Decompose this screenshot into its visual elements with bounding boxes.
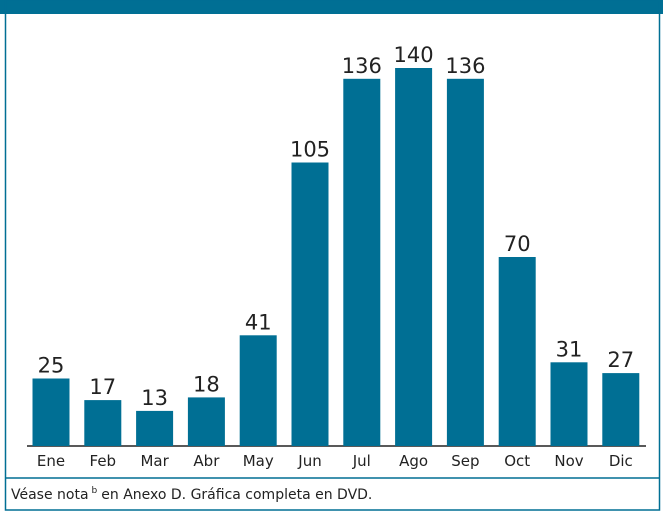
value-label: 105 — [290, 138, 330, 162]
bar — [498, 257, 536, 446]
note-text: en Anexo D. Gráfica completa en DVD. — [101, 487, 372, 503]
value-label: 18 — [193, 372, 220, 396]
bar — [32, 378, 70, 446]
x-tick-label: Mar — [140, 452, 169, 470]
bar — [84, 400, 122, 446]
value-label: 136 — [445, 54, 485, 78]
value-label: 27 — [607, 348, 634, 372]
bar — [446, 78, 484, 447]
header-bar — [0, 0, 663, 14]
bar — [602, 373, 640, 446]
x-tick-label: Jul — [352, 452, 371, 470]
note: Véase nota b en Anexo D. Gráfica completa … — [11, 486, 372, 503]
bar — [550, 362, 588, 446]
value-label: 13 — [141, 386, 168, 410]
frame — [4, 0, 661, 511]
bar — [291, 162, 329, 446]
x-tick-label: May — [243, 452, 274, 470]
x-tick-label: Sep — [451, 452, 479, 470]
x-tick-label: Abr — [193, 452, 220, 470]
value-label: 31 — [556, 337, 583, 361]
x-tick-label: Dic — [609, 452, 633, 470]
x-tick-label: Oct — [504, 452, 530, 470]
value-label: 140 — [394, 43, 434, 67]
bar — [343, 78, 381, 447]
note-superscript: b — [92, 486, 98, 496]
x-tick-label: Jun — [297, 452, 321, 470]
x-tick-label: Feb — [90, 452, 117, 470]
x-tick-label: Ene — [37, 452, 65, 470]
value-label: 25 — [38, 354, 65, 378]
bar — [395, 68, 433, 446]
x-tick-label: Ago — [399, 452, 428, 470]
bar — [187, 397, 225, 446]
value-label: 70 — [504, 232, 531, 256]
x-tick-label: Nov — [554, 452, 583, 470]
value-label: 136 — [342, 54, 382, 78]
value-label: 17 — [89, 375, 116, 399]
bar — [239, 335, 277, 446]
bar — [136, 410, 174, 446]
note-text: Véase nota — [11, 487, 89, 503]
value-label: 41 — [245, 310, 272, 334]
